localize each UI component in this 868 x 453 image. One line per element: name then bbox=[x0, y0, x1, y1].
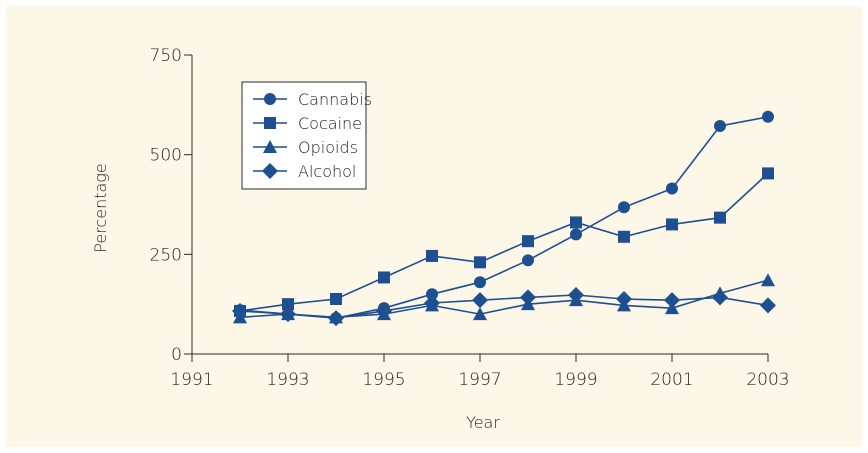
legend-label-cocaine: Cocaine bbox=[298, 114, 362, 133]
legend-label-opioids: Opioids bbox=[298, 138, 358, 157]
data-point-cannabis bbox=[474, 276, 486, 289]
data-point-cocaine bbox=[282, 298, 294, 311]
line-chart: 0 250 500 750 1991 1993 1995 1997 1999 2001 2003 C… bbox=[6, 6, 862, 447]
data-point-opioids bbox=[473, 307, 487, 321]
data-point-alcohol bbox=[520, 289, 536, 306]
legend-marker-cocaine bbox=[264, 117, 276, 129]
data-point-cannabis bbox=[426, 288, 438, 301]
data-point-cocaine bbox=[666, 218, 678, 231]
y-tick-label: 500 bbox=[150, 146, 182, 166]
data-point-cocaine bbox=[426, 249, 438, 262]
data-point-cannabis bbox=[762, 110, 774, 123]
data-point-alcohol bbox=[568, 286, 584, 303]
x-tick-label: 1993 bbox=[266, 370, 309, 390]
data-point-cocaine bbox=[762, 167, 774, 180]
y-tick-label: 250 bbox=[150, 245, 182, 265]
data-point-alcohol bbox=[760, 297, 776, 314]
data-point-alcohol bbox=[280, 306, 296, 323]
legend-marker-cannabis bbox=[264, 93, 276, 105]
y-tick-label: 0 bbox=[171, 345, 182, 365]
data-point-alcohol bbox=[232, 302, 248, 319]
series-cocaine bbox=[234, 167, 774, 317]
chart-background bbox=[6, 6, 862, 447]
data-point-cannabis bbox=[714, 119, 726, 132]
data-point-cocaine bbox=[714, 211, 726, 224]
x-tick-label: 1995 bbox=[362, 370, 405, 390]
legend-label-cannabis: Cannabis bbox=[298, 90, 372, 109]
y-axis-title: Percentage bbox=[91, 163, 110, 252]
data-point-cannabis bbox=[522, 254, 534, 267]
data-point-cocaine bbox=[618, 230, 630, 243]
data-point-cannabis bbox=[666, 182, 678, 195]
legend: Cannabis Cocaine Opioids Alcohol bbox=[241, 81, 372, 190]
data-point-alcohol bbox=[664, 292, 680, 309]
x-axis-title: Year bbox=[466, 413, 500, 432]
series-alcohol bbox=[232, 286, 776, 327]
data-point-alcohol bbox=[376, 302, 392, 319]
y-tick-label: 750 bbox=[150, 46, 182, 66]
data-point-cocaine bbox=[522, 235, 534, 248]
legend-marker-opioids bbox=[263, 140, 277, 153]
legend-label-alcohol: Alcohol bbox=[298, 162, 356, 181]
data-point-alcohol bbox=[424, 294, 440, 311]
series-line-cocaine bbox=[239, 172, 769, 312]
data-point-cannabis bbox=[618, 201, 630, 214]
chart-panel: 0 250 500 750 1991 1993 1995 1997 1999 2001 2003 C… bbox=[6, 6, 862, 447]
data-point-alcohol bbox=[472, 292, 488, 309]
legend-marker-alcohol bbox=[262, 163, 278, 179]
data-point-alcohol bbox=[616, 290, 632, 307]
series-line-alcohol bbox=[239, 294, 769, 319]
x-tick-label: 2003 bbox=[746, 370, 789, 390]
x-tick-label: 1997 bbox=[458, 370, 501, 390]
data-point-cocaine bbox=[570, 216, 582, 229]
data-point-alcohol bbox=[328, 310, 344, 327]
data-point-cocaine bbox=[378, 271, 390, 284]
x-tick-label: 1991 bbox=[170, 370, 213, 390]
data-point-cocaine bbox=[474, 256, 486, 269]
x-tick-label: 2001 bbox=[650, 370, 693, 390]
data-point-opioids bbox=[761, 273, 775, 287]
axes: 0 250 500 750 1991 1993 1995 1997 1999 2001 2003 bbox=[150, 46, 790, 390]
data-point-cocaine bbox=[330, 292, 342, 305]
x-tick-label: 1999 bbox=[554, 370, 597, 390]
data-point-alcohol bbox=[712, 289, 728, 306]
data-point-cannabis bbox=[570, 228, 582, 241]
series-layer bbox=[232, 110, 776, 327]
